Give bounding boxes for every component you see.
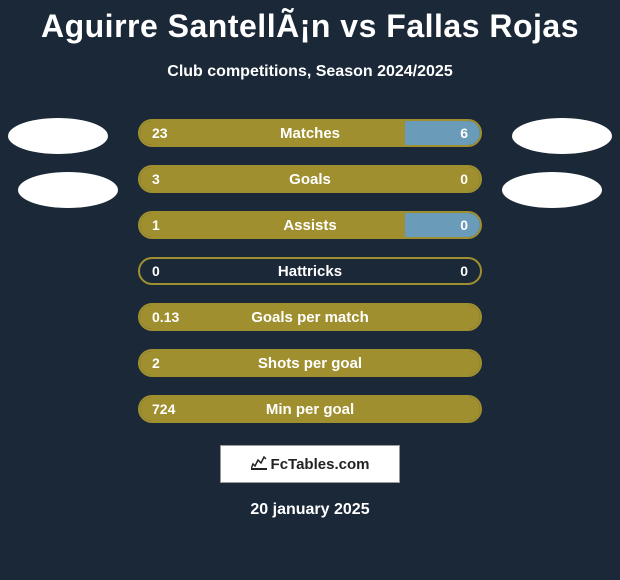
footer-date: 20 january 2025 [0, 501, 620, 519]
stat-label: Matches [280, 125, 340, 142]
stat-fill-left [140, 121, 405, 145]
stat-value-left: 0 [152, 263, 160, 279]
stat-value-left: 1 [152, 217, 160, 233]
stat-row-matches: 23 Matches 6 [138, 119, 482, 147]
stat-label: Assists [283, 217, 336, 234]
stat-row-goals-per-match: 0.13 Goals per match [138, 303, 482, 331]
stat-value-left: 2 [152, 355, 160, 371]
stat-value-right: 0 [460, 171, 468, 187]
stat-value-left: 0.13 [152, 309, 179, 325]
stats-container: 23 Matches 6 3 Goals 0 1 Assists 0 0 Hat… [0, 119, 620, 423]
stat-row-hattricks: 0 Hattricks 0 [138, 257, 482, 285]
avatar-left-2 [18, 172, 118, 208]
brand-text: FcTables.com [271, 456, 370, 473]
stat-value-left: 3 [152, 171, 160, 187]
chart-icon [251, 456, 267, 473]
avatar-left-1 [8, 118, 108, 154]
stat-row-assists: 1 Assists 0 [138, 211, 482, 239]
stat-row-min-per-goal: 724 Min per goal [138, 395, 482, 423]
stat-row-shots-per-goal: 2 Shots per goal [138, 349, 482, 377]
brand-attribution[interactable]: FcTables.com [220, 445, 400, 483]
stat-label: Min per goal [266, 401, 354, 418]
stat-label: Shots per goal [258, 355, 362, 372]
stat-row-goals: 3 Goals 0 [138, 165, 482, 193]
stat-label: Hattricks [278, 263, 342, 280]
avatar-right-1 [512, 118, 612, 154]
avatar-right-2 [502, 172, 602, 208]
stat-fill-left [140, 213, 405, 237]
stat-value-right: 6 [460, 125, 468, 141]
stat-value-right: 0 [460, 217, 468, 233]
stat-label: Goals [289, 171, 331, 188]
stat-fill-right [405, 121, 480, 145]
stat-value-left: 23 [152, 125, 168, 141]
stat-value-left: 724 [152, 401, 175, 417]
page-title: Aguirre SantellÃ¡n vs Fallas Rojas [0, 0, 620, 45]
stat-fill-right [405, 213, 480, 237]
stat-label: Goals per match [251, 309, 369, 326]
subtitle: Club competitions, Season 2024/2025 [0, 63, 620, 81]
stat-value-right: 0 [460, 263, 468, 279]
